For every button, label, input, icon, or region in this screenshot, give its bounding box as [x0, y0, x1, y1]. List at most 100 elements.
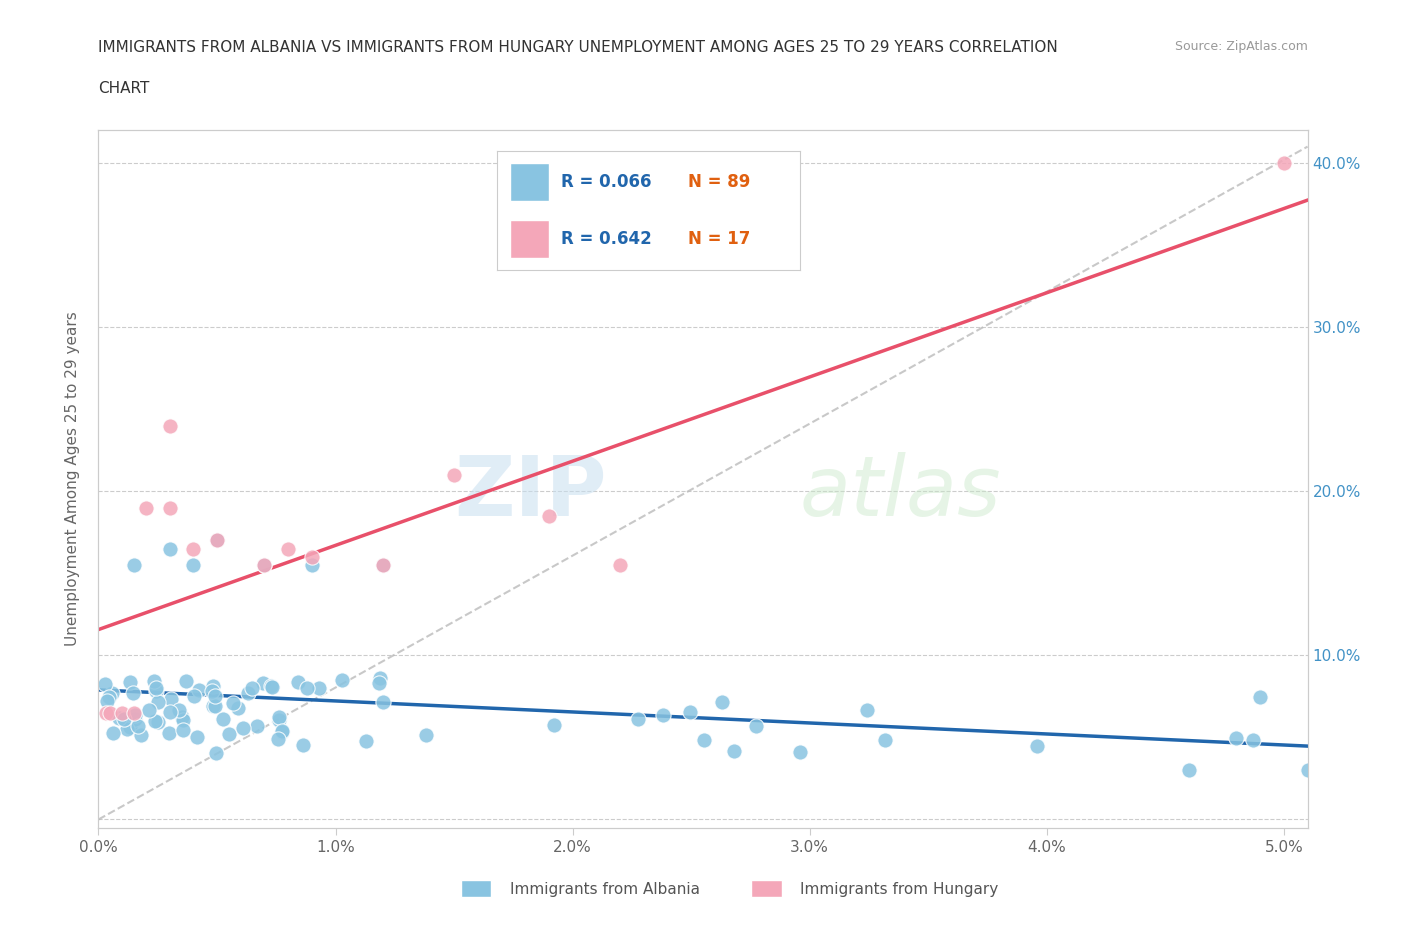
Point [205, 533, 228, 548]
Point [138, 703, 160, 718]
Point [181, 558, 204, 573]
Point [370, 671, 392, 685]
Text: ZIP: ZIP [454, 452, 606, 534]
Point [301, 550, 323, 565]
Point [679, 705, 702, 720]
Point [205, 746, 228, 761]
Point [1272, 155, 1295, 170]
Point [201, 698, 224, 713]
Point [145, 684, 167, 698]
Point [121, 685, 143, 700]
Point [101, 725, 124, 740]
Point [222, 696, 245, 711]
Point [277, 541, 299, 556]
Point [124, 708, 146, 723]
Point [371, 558, 394, 573]
Point [270, 724, 292, 738]
FancyBboxPatch shape [751, 880, 782, 897]
Point [373, 695, 395, 710]
Point [308, 680, 330, 695]
Point [543, 718, 565, 733]
Text: Source: ZipAtlas.com: Source: ZipAtlas.com [1174, 40, 1308, 52]
Point [98, 705, 121, 720]
Point [94, 705, 117, 720]
Point [260, 679, 283, 694]
Point [295, 681, 318, 696]
Point [188, 683, 211, 698]
Point [443, 468, 465, 483]
Text: CHART: CHART [98, 82, 150, 97]
Point [145, 680, 167, 695]
Point [1249, 690, 1271, 705]
Point [855, 703, 877, 718]
Point [354, 733, 377, 748]
Point [693, 733, 716, 748]
Point [291, 737, 314, 752]
Point [1241, 733, 1264, 748]
Point [240, 681, 263, 696]
Point [218, 726, 240, 741]
Point [723, 743, 745, 758]
Point [253, 558, 276, 573]
Point [170, 710, 193, 724]
Point [202, 679, 225, 694]
Point [100, 685, 122, 700]
Text: Immigrants from Albania: Immigrants from Albania [509, 882, 700, 897]
Point [124, 711, 146, 726]
Text: IMMIGRANTS FROM ALBANIA VS IMMIGRANTS FROM HUNGARY UNEMPLOYMENT AMONG AGES 25 TO: IMMIGRANTS FROM ALBANIA VS IMMIGRANTS FR… [98, 40, 1059, 55]
Point [287, 675, 309, 690]
Point [174, 673, 197, 688]
FancyBboxPatch shape [461, 880, 492, 897]
Point [172, 723, 194, 737]
Point [98, 689, 121, 704]
Point [211, 711, 233, 726]
Point [252, 676, 274, 691]
Point [122, 705, 145, 720]
Point [262, 679, 284, 694]
Point [1225, 730, 1247, 745]
Point [118, 720, 141, 735]
Point [204, 698, 226, 713]
Point [266, 731, 288, 746]
Point [159, 418, 181, 433]
Point [143, 714, 166, 729]
Text: atlas: atlas [800, 452, 1001, 534]
Point [160, 692, 183, 707]
Point [108, 711, 131, 726]
Point [146, 694, 169, 709]
Point [711, 694, 734, 709]
Point [745, 718, 768, 733]
Point [205, 533, 228, 548]
Point [181, 541, 204, 556]
Point [609, 558, 631, 573]
Point [186, 730, 208, 745]
Point [301, 558, 323, 573]
Point [204, 688, 226, 703]
Point [271, 724, 294, 739]
Point [537, 509, 560, 524]
Point [118, 674, 141, 689]
Point [267, 710, 290, 724]
Point [253, 558, 276, 573]
Text: Immigrants from Hungary: Immigrants from Hungary [800, 882, 998, 897]
Y-axis label: Unemployment Among Ages 25 to 29 years: Unemployment Among Ages 25 to 29 years [65, 312, 80, 646]
Point [159, 705, 181, 720]
Point [159, 541, 181, 556]
Point [367, 676, 389, 691]
Point [167, 702, 190, 717]
Point [1026, 738, 1049, 753]
Point [226, 700, 249, 715]
Point [115, 722, 138, 737]
Point [93, 677, 115, 692]
Point [172, 712, 194, 727]
Point [135, 500, 157, 515]
Point [1178, 763, 1201, 777]
Point [330, 673, 353, 688]
Point [201, 684, 224, 698]
Point [157, 725, 180, 740]
Point [267, 712, 290, 727]
Point [236, 685, 259, 700]
Point [246, 719, 269, 734]
Point [129, 727, 152, 742]
Point [415, 727, 437, 742]
